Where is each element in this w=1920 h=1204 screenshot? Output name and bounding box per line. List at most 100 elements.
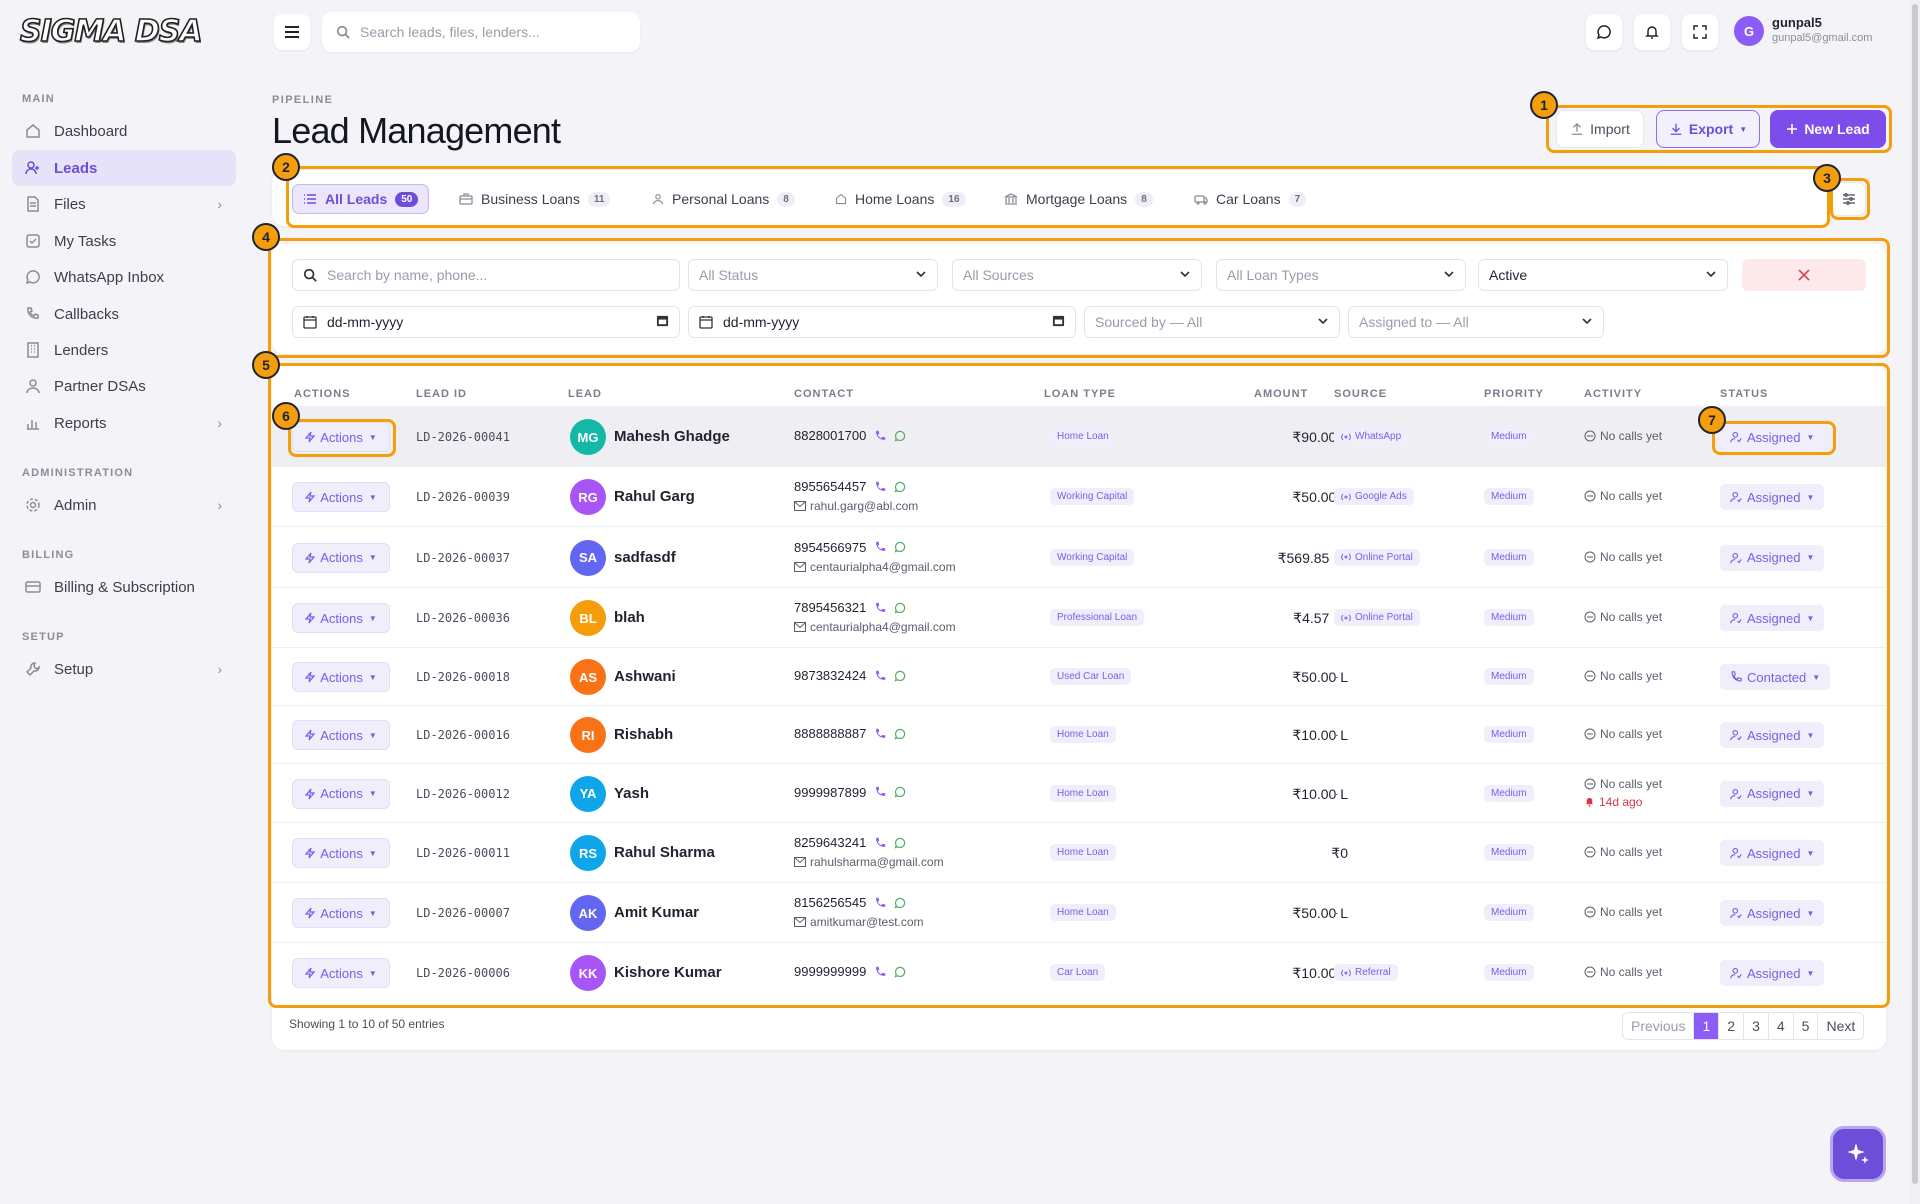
new-lead-button[interactable]: New Lead xyxy=(1770,110,1886,148)
sidebar-item-lenders[interactable]: Lenders xyxy=(12,332,236,368)
row-actions-button[interactable]: Actions ▼ xyxy=(292,898,390,928)
sourced-by-select[interactable]: Sourced by — All xyxy=(1084,306,1340,338)
whatsapp-icon[interactable] xyxy=(894,897,906,909)
tab-car-loans[interactable]: Car Loans 7 xyxy=(1184,184,1316,214)
status-dropdown[interactable]: Assigned ▼ xyxy=(1720,900,1825,926)
lead-id[interactable]: LD-2026-00016 xyxy=(416,728,510,742)
row-actions-button[interactable]: Actions ▼ xyxy=(292,422,390,452)
status-dropdown[interactable]: Contacted ▼ xyxy=(1720,664,1831,690)
table-row[interactable]: Actions ▼ LD-2026-00037 SA sadfasdf 895456697… xyxy=(272,526,1886,587)
whatsapp-icon[interactable] xyxy=(894,602,906,614)
col-header-lead[interactable]: LEAD xyxy=(568,388,602,400)
status-dropdown[interactable]: Assigned ▼ xyxy=(1720,424,1825,450)
sidebar-item-partner-dsas[interactable]: Partner DSAs xyxy=(12,368,236,404)
sidebar-item-leads[interactable]: Leads xyxy=(12,150,236,186)
table-row[interactable]: Actions ▼ LD-2026-00036 BL blah 7895456321 cen… xyxy=(272,587,1886,647)
table-row[interactable]: Actions ▼ LD-2026-00018 AS Ashwani 9873832424… xyxy=(272,647,1886,705)
page-scrollbar[interactable] xyxy=(1910,0,1920,1204)
call-icon[interactable] xyxy=(874,897,886,909)
lead-id[interactable]: LD-2026-00039 xyxy=(416,490,510,504)
sidebar-item-billing[interactable]: Billing & Subscription xyxy=(12,569,236,605)
lead-search-input[interactable] xyxy=(327,267,587,283)
table-row[interactable]: Actions ▼ LD-2026-00016 RI Rishabh 8888888887… xyxy=(272,705,1886,763)
lead-id[interactable]: LD-2026-00006 xyxy=(416,966,510,980)
pager-page-4[interactable]: 4 xyxy=(1767,1013,1793,1039)
row-actions-button[interactable]: Actions ▼ xyxy=(292,662,390,692)
whatsapp-button[interactable] xyxy=(1586,14,1622,50)
status-select[interactable]: All Status xyxy=(688,259,938,291)
status-dropdown[interactable]: Assigned ▼ xyxy=(1720,722,1825,748)
lead-id[interactable]: LD-2026-00037 xyxy=(416,550,510,565)
lead-name[interactable]: blah xyxy=(614,609,645,626)
tab-mortgage-loans[interactable]: Mortgage Loans 8 xyxy=(994,184,1163,214)
pager-page-2[interactable]: 2 xyxy=(1718,1013,1743,1039)
table-row[interactable]: Actions ▼ LD-2026-00011 RS Rahul Sharma 82596… xyxy=(272,822,1886,882)
sidebar-item-files[interactable]: Files › xyxy=(12,186,236,222)
table-row[interactable]: Actions ▼ LD-2026-00012 YA Yash 9999987899 Hom… xyxy=(272,763,1886,822)
col-header-amount[interactable]: AMOUNT xyxy=(1254,388,1309,400)
call-icon[interactable] xyxy=(874,602,886,614)
lead-name[interactable]: Rishabh xyxy=(614,726,674,743)
whatsapp-icon[interactable] xyxy=(894,837,906,849)
status-dropdown[interactable]: Assigned ▼ xyxy=(1720,544,1825,571)
call-icon[interactable] xyxy=(874,786,886,798)
calendar-picker-icon[interactable] xyxy=(656,314,669,330)
tab-business-loans[interactable]: Business Loans 11 xyxy=(449,184,620,214)
date-from-field[interactable]: dd-mm-yyyy xyxy=(292,306,680,338)
row-actions-button[interactable]: Actions ▼ xyxy=(292,838,390,868)
global-search-input[interactable] xyxy=(360,24,620,40)
sidebar-item-dashboard[interactable]: Dashboard xyxy=(12,113,236,149)
sidebar-item-reports[interactable]: Reports › xyxy=(12,405,236,441)
whatsapp-icon[interactable] xyxy=(894,430,906,442)
pager-page-1[interactable]: 1 xyxy=(1693,1013,1719,1039)
active-state-select[interactable]: Active xyxy=(1478,259,1728,291)
user-avatar[interactable]: G xyxy=(1734,16,1764,46)
sidebar-item-setup[interactable]: Setup › xyxy=(12,651,236,687)
table-row[interactable]: Actions ▼ LD-2026-00006 KK Kishore Kumar 9999… xyxy=(272,942,1886,1002)
fullscreen-button[interactable] xyxy=(1682,14,1718,50)
export-button[interactable]: Export ▼ xyxy=(1656,110,1760,148)
row-actions-button[interactable]: Actions ▼ xyxy=(292,482,390,512)
call-icon[interactable] xyxy=(874,728,886,740)
pager-page-3[interactable]: 3 xyxy=(1743,1013,1768,1039)
calendar-picker-icon[interactable] xyxy=(1052,314,1065,330)
row-actions-button[interactable]: Actions ▼ xyxy=(292,958,390,988)
col-header-loan-type[interactable]: LOAN TYPE xyxy=(1044,388,1116,400)
table-row[interactable]: Actions ▼ LD-2026-00007 AK Amit Kumar 8156256… xyxy=(272,882,1886,942)
lead-id[interactable]: LD-2026-00018 xyxy=(416,670,510,684)
menu-toggle-button[interactable] xyxy=(274,14,310,50)
status-dropdown[interactable]: Assigned ▼ xyxy=(1720,605,1825,631)
clear-filters-button[interactable] xyxy=(1742,259,1866,291)
lead-search-box[interactable] xyxy=(292,259,680,291)
pager-previous[interactable]: Previous xyxy=(1631,1018,1686,1034)
call-icon[interactable] xyxy=(874,481,886,493)
assigned-to-select[interactable]: Assigned to — All xyxy=(1348,306,1604,338)
call-icon[interactable] xyxy=(874,837,886,849)
whatsapp-icon[interactable] xyxy=(894,541,906,553)
status-dropdown[interactable]: Assigned ▼ xyxy=(1720,780,1825,807)
tab-all-leads[interactable]: All Leads 50 xyxy=(292,184,430,214)
row-actions-button[interactable]: Actions ▼ xyxy=(292,778,390,809)
row-actions-button[interactable]: Actions ▼ xyxy=(292,603,390,633)
lead-name[interactable]: Rahul Garg xyxy=(614,488,695,505)
lead-name[interactable]: Mahesh Ghadge xyxy=(614,428,730,445)
col-header-status[interactable]: STATUS xyxy=(1720,388,1769,400)
col-header-lead-id[interactable]: LEAD ID xyxy=(416,388,467,400)
status-dropdown[interactable]: Assigned ▼ xyxy=(1720,840,1825,866)
ai-assistant-button[interactable] xyxy=(1830,1126,1886,1182)
sidebar-item-callbacks[interactable]: Callbacks xyxy=(12,296,236,332)
loan-types-select[interactable]: All Loan Types xyxy=(1216,259,1466,291)
col-header-source[interactable]: SOURCE xyxy=(1334,388,1388,400)
lead-id[interactable]: LD-2026-00011 xyxy=(416,846,510,860)
status-dropdown[interactable]: Assigned ▼ xyxy=(1720,960,1825,986)
notifications-button[interactable] xyxy=(1634,14,1670,50)
call-icon[interactable] xyxy=(874,430,886,442)
whatsapp-icon[interactable] xyxy=(894,481,906,493)
lead-name[interactable]: Ashwani xyxy=(614,668,676,685)
lead-id[interactable]: LD-2026-00036 xyxy=(416,611,510,625)
lead-name[interactable]: Rahul Sharma xyxy=(614,844,715,861)
whatsapp-icon[interactable] xyxy=(894,786,906,798)
call-icon[interactable] xyxy=(874,966,886,978)
lead-name[interactable]: Yash xyxy=(614,784,650,802)
sidebar-item-admin[interactable]: Admin › xyxy=(12,487,236,523)
